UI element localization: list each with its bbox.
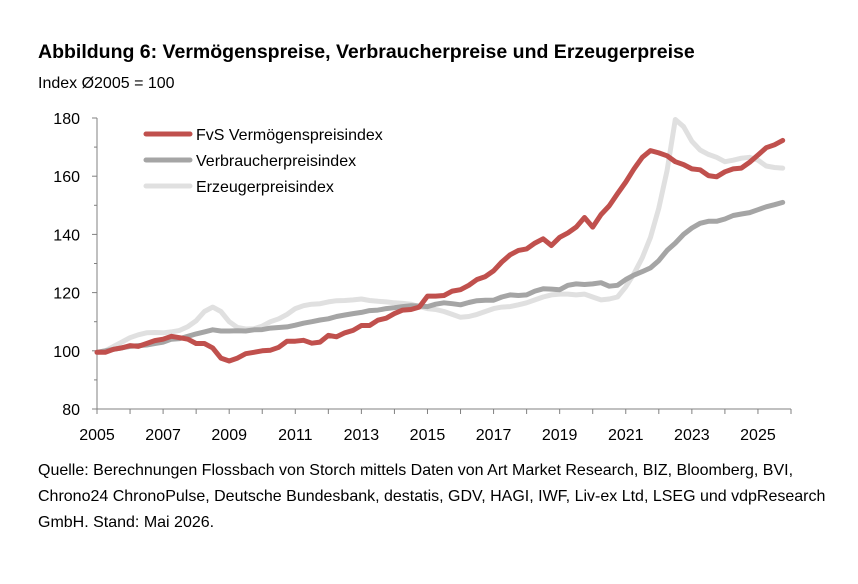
- x-tick-label: 2013: [344, 427, 380, 444]
- legend-label: Erzeugerpreisindex: [196, 179, 334, 196]
- series-line: [94, 117, 786, 355]
- x-tick-label: 2017: [476, 427, 512, 444]
- y-tick-label: 180: [53, 111, 80, 128]
- series-line: [94, 137, 786, 364]
- x-tick-label: 2007: [145, 427, 181, 444]
- y-tick-label: 120: [53, 286, 80, 303]
- x-tick-label: 2015: [410, 427, 446, 444]
- series-layer: [94, 117, 786, 364]
- legend-label: Verbraucherpreisindex: [196, 153, 356, 170]
- x-tick-label: 2005: [79, 427, 115, 444]
- x-tick-label: 2011: [278, 427, 313, 444]
- y-tick-label: 160: [53, 169, 80, 186]
- y-tick-label: 140: [53, 227, 80, 244]
- series-line: [94, 199, 786, 355]
- y-tick-label: 100: [53, 344, 80, 361]
- x-tick-label: 2025: [740, 427, 776, 444]
- y-axis: 80 100 120 140 160 180: [53, 111, 98, 419]
- x-tick-label: 2021: [608, 427, 644, 444]
- legend-label: FvS Vermögenspreisindex: [196, 127, 383, 144]
- x-axis: 2005 2007 2009 2011 2013 2015 2017 2019 2021 2023…: [79, 408, 792, 444]
- source-note: Quelle: Berechnungen Flossbach von Storc…: [38, 462, 826, 531]
- x-tick-label: 2023: [674, 427, 710, 444]
- x-tick-label: 2009: [211, 427, 247, 444]
- legend: FvS Vermögenspreisindex Verbraucherpreisi…: [143, 127, 383, 196]
- y-tick-label: 80: [62, 402, 80, 419]
- x-tick-label: 2019: [542, 427, 578, 444]
- chart-subtitle: Index Ø2005 = 100: [38, 75, 175, 92]
- chart-title: Abbildung 6: Vermögenspreise, Verbrauche…: [38, 41, 695, 63]
